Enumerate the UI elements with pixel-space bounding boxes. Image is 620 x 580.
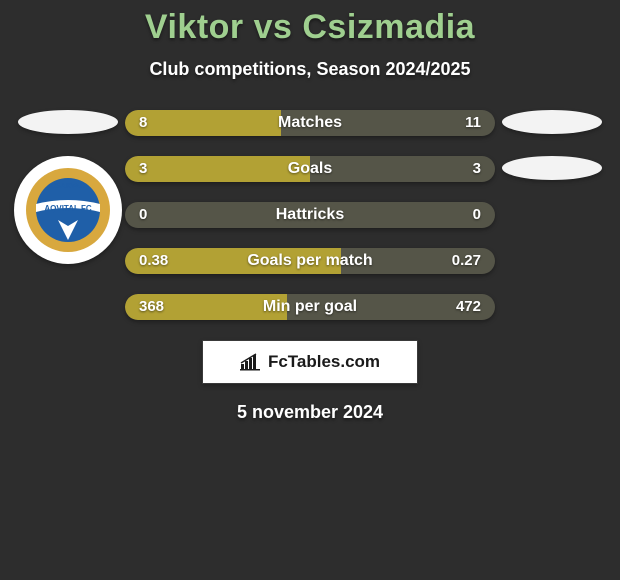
stats-bars: 8Matches11 3Goals3 0Hattricks0 0.38Goals pe… xyxy=(125,110,495,320)
stat-label: Hattricks xyxy=(125,202,495,228)
page-subtitle: Club competitions, Season 2024/2025 xyxy=(0,59,620,80)
brand-text: FcTables.com xyxy=(268,352,380,372)
date-label: 5 november 2024 xyxy=(0,402,620,423)
badge-main-text: AQVITAL FC xyxy=(44,204,91,213)
content-area: CSAKVAR AQVITAL FC 8Matches11 3Goals3 0Hat… xyxy=(0,110,620,423)
stat-row: 8Matches11 xyxy=(125,110,495,136)
club-crest-icon: CSAKVAR AQVITAL FC xyxy=(24,166,112,254)
bar-chart-icon xyxy=(240,353,262,371)
comparison-infographic: Viktor vs Csizmadia Club competitions, S… xyxy=(0,0,620,580)
club-badge-left: CSAKVAR AQVITAL FC xyxy=(14,156,122,264)
left-player-column: CSAKVAR AQVITAL FC xyxy=(14,110,122,264)
stat-value-right: 472 xyxy=(456,294,481,320)
stat-row: 368Min per goal472 xyxy=(125,294,495,320)
stat-label: Goals per match xyxy=(125,248,495,274)
brand-attribution: FcTables.com xyxy=(202,340,418,384)
stat-value-right: 3 xyxy=(473,156,481,182)
player-photo-placeholder-right-1 xyxy=(502,110,602,134)
stat-row: 3Goals3 xyxy=(125,156,495,182)
stat-value-right: 11 xyxy=(465,110,481,136)
badge-top-text: CSAKVAR xyxy=(51,183,85,190)
page-title: Viktor vs Csizmadia xyxy=(0,0,620,47)
stat-label: Matches xyxy=(125,110,495,136)
stat-value-right: 0 xyxy=(473,202,481,228)
right-player-column xyxy=(498,110,606,202)
stat-label: Goals xyxy=(125,156,495,182)
player-photo-placeholder-right-2 xyxy=(502,156,602,180)
stat-row: 0Hattricks0 xyxy=(125,202,495,228)
stat-row: 0.38Goals per match0.27 xyxy=(125,248,495,274)
stat-value-right: 0.27 xyxy=(452,248,481,274)
stat-label: Min per goal xyxy=(125,294,495,320)
player-photo-placeholder-left xyxy=(18,110,118,134)
